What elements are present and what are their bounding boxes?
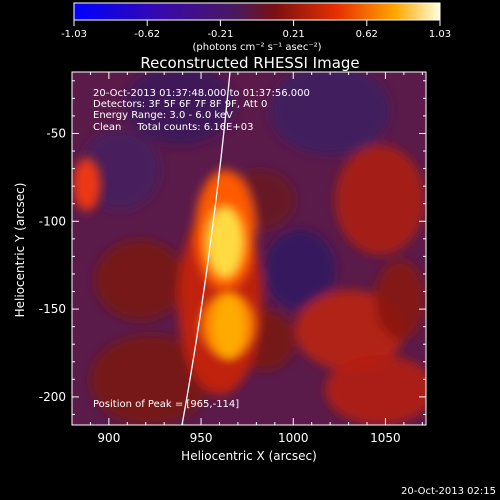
colorbar-tick-label: -1.03 xyxy=(61,29,87,40)
x-tick-label: 1000 xyxy=(278,431,309,445)
colorbar-tick-label: -0.62 xyxy=(134,29,160,40)
colorbar-gradient xyxy=(73,2,441,21)
x-axis: 900 950 1000 1050 xyxy=(89,72,423,445)
chart-title: Reconstructed RHESSI Image xyxy=(140,54,359,72)
source-1 xyxy=(211,293,247,360)
info-line-time: 20-Oct-2013 01:37:48.000 to 01:37:56.000 xyxy=(93,88,310,99)
colorbar-tick-label: 0.62 xyxy=(356,29,378,40)
source-2 xyxy=(72,157,101,211)
y-axis: -50 -100 -150 -200 xyxy=(39,80,426,415)
footer-timestamp: 20-Oct-2013 02:15 xyxy=(401,486,496,497)
info-line-detectors: Detectors: 3F 5F 6F 7F 8F 9F, Att 0 xyxy=(93,99,267,110)
colorbar-tick-label: 0.21 xyxy=(282,29,304,40)
x-tick-label: 900 xyxy=(97,431,120,445)
colorbar-ticks: -1.03 -0.62 -0.21 0.21 0.62 1.03 xyxy=(61,20,451,40)
info-annotation: 20-Oct-2013 01:37:48.000 to 01:37:56.000… xyxy=(93,88,310,133)
colorbar-tick-label: 1.03 xyxy=(429,29,451,40)
y-tick-label: -200 xyxy=(39,390,66,404)
y-tick-label: -150 xyxy=(39,302,66,316)
peak-position-label: Position of Peak = [965,-114] xyxy=(93,399,239,410)
y-tick-label: -50 xyxy=(46,126,66,140)
colorbar-unit-label: (photons cm⁻² s⁻¹ asec⁻²) xyxy=(192,42,321,53)
colorbar: -1.03 -0.62 -0.21 0.21 0.62 1.03 (photons cm⁻… xyxy=(61,2,451,53)
y-axis-label: Heliocentric Y (arcsec) xyxy=(13,183,27,318)
source-0 xyxy=(205,205,245,279)
y-tick-label: -100 xyxy=(39,214,66,228)
x-tick-label: 1050 xyxy=(370,431,401,445)
info-line-clean: Clean Total counts: 6.16E+03 xyxy=(93,122,253,133)
heatmap xyxy=(72,72,426,425)
solar-limb xyxy=(181,72,231,425)
info-line-energy: Energy Range: 3.0 - 6.0 keV xyxy=(93,110,233,121)
plot-frame xyxy=(71,71,427,426)
colorbar-tick-label: -0.21 xyxy=(207,29,233,40)
x-tick-label: 950 xyxy=(190,431,213,445)
x-axis-label: Heliocentric X (arcsec) xyxy=(181,449,317,463)
